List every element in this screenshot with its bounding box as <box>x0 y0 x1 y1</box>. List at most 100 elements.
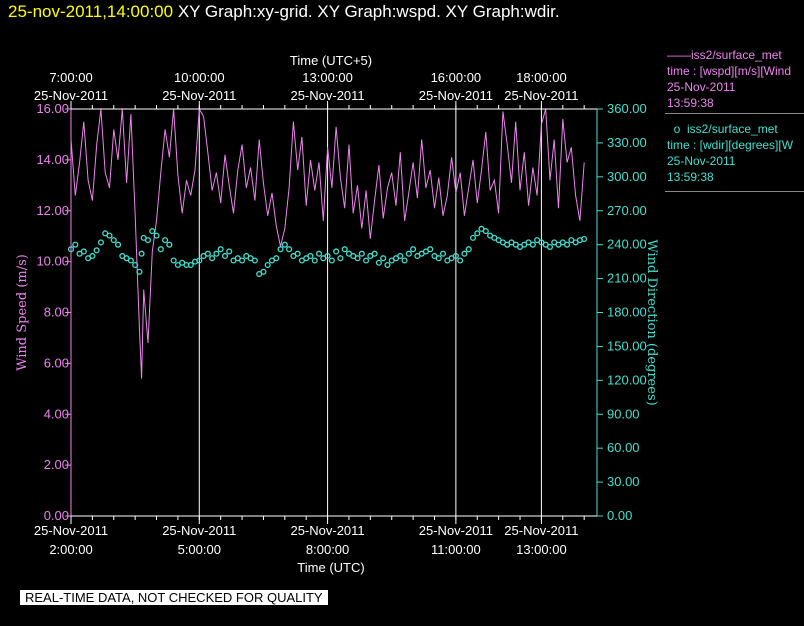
top-tick-time: 13:00:00 <box>302 70 353 85</box>
wdir-point <box>80 248 87 255</box>
wdir-point <box>341 246 348 253</box>
axes: 0.00 2.00 4.00 6.00 8.00 10.00 12.00 14.00 16.00… <box>15 53 659 575</box>
wdir-point <box>239 257 246 264</box>
legend-wdir-time: 13:59:38 <box>667 170 714 184</box>
legend-wdir-source: iss2/surface_met <box>687 122 778 136</box>
top-axis-label: Time (UTC+5) <box>290 53 372 68</box>
wdir-point <box>375 259 382 266</box>
wdir-point <box>311 257 318 264</box>
wdir-point <box>405 250 412 257</box>
left-axis-tick-label: 0.00 <box>44 508 69 523</box>
wdir-point <box>217 246 224 253</box>
wdir-point <box>546 243 554 250</box>
right-axis-tick-label: 270.00 <box>607 203 647 218</box>
wdir-point <box>204 250 211 257</box>
wdir-point <box>294 250 301 257</box>
wdir-point <box>136 268 143 275</box>
header-timestamp: 25-nov-2011,14:00:00 <box>8 2 174 21</box>
right-axis-tick-label: 90.00 <box>607 406 640 421</box>
wdir-point <box>452 252 459 260</box>
wdir-point <box>153 232 160 239</box>
wdir-point <box>439 250 447 257</box>
left-axis-tick-label: 10.00 <box>36 254 69 269</box>
wdir-point <box>114 241 122 248</box>
wdir-point <box>427 246 434 253</box>
top-tick-time: 18:00:00 <box>516 70 567 85</box>
top-tick-time: 10:00:00 <box>174 70 225 85</box>
bottom-axis-label: Time (UTC) <box>297 560 364 575</box>
left-axis-label: Wind Speed (m/s) <box>15 254 30 371</box>
quality-disclaimer: REAL-TIME DATA, NOT CHECKED FOR QUALITY <box>20 590 328 605</box>
right-axis-tick-label: 330.00 <box>607 135 647 150</box>
wdir-point <box>328 257 335 264</box>
top-tick-date: 25-Nov-2011 <box>162 88 236 103</box>
bottom-tick-time: 8:00:00 <box>306 542 349 557</box>
wdir-point <box>380 255 387 262</box>
legend-wspd-time: 13:59:38 <box>667 96 714 110</box>
wdir-point <box>110 237 117 244</box>
wdir-point <box>132 261 139 269</box>
wdir-point <box>213 250 220 257</box>
bottom-tick-time: 11:00:00 <box>431 542 481 557</box>
right-axis-tick-label: 210.00 <box>607 271 647 286</box>
wdir-point <box>97 239 104 246</box>
right-axis-tick-label: 300.00 <box>607 169 647 184</box>
legend-wdir-variable: time : [wdir][degrees][W <box>667 138 794 152</box>
wdir-point <box>89 252 96 260</box>
wdir-point <box>435 255 442 262</box>
right-axis-tick-label: 240.00 <box>607 237 647 252</box>
right-axis-tick-label: 180.00 <box>607 305 647 320</box>
right-axis-label: Wind Direction (degrees) <box>644 239 659 405</box>
right-axis-tick-label: 60.00 <box>607 440 640 455</box>
wdir-point <box>93 247 100 254</box>
legend-wspd-variable: time : [wspd][m/s][Wind <box>667 64 792 78</box>
left-axis-tick-label: 6.00 <box>44 355 69 370</box>
wdir-point <box>157 246 164 253</box>
wdir-point <box>315 250 323 257</box>
wdir-point <box>106 232 113 239</box>
chart-header: 25-nov-2011,14:00:00 XY Graph:xy-grid. X… <box>8 2 560 22</box>
wdir-point <box>469 234 477 241</box>
bottom-tick-time: 13:00:00 <box>516 542 567 557</box>
bottom-tick-time: 5:00:00 <box>178 542 221 557</box>
wdir-point <box>277 246 284 253</box>
legend-separator <box>665 113 804 114</box>
wdir-point <box>358 250 365 257</box>
wdir-point <box>397 252 404 260</box>
wdir-point <box>281 241 288 248</box>
wdir-point <box>324 252 331 260</box>
wdir-point <box>410 246 417 253</box>
wdir-point <box>337 255 344 262</box>
top-tick-date: 25-Nov-2011 <box>504 88 578 103</box>
wdir-point <box>529 241 536 248</box>
legend-wdir: o iss2/surface_met time : [wdir][degrees… <box>665 121 804 192</box>
wdir-point <box>221 252 229 260</box>
header-graph-titles: XY Graph:xy-grid. XY Graph:wspd. XY Grap… <box>173 2 560 21</box>
wdir-point <box>260 268 267 275</box>
legend-wdir-date: 25-Nov-2011 <box>667 154 736 168</box>
left-axis-tick-label: 16.00 <box>36 101 69 116</box>
wdir-point <box>564 241 571 248</box>
wdir-point <box>166 241 173 248</box>
left-axis-tick-label: 4.00 <box>44 406 69 421</box>
wdir-point <box>170 257 177 264</box>
wdir-point <box>354 255 361 262</box>
bottom-tick-date: 25-Nov-2011 <box>34 523 108 538</box>
wdir-point <box>138 250 145 257</box>
wdir-point <box>251 257 258 264</box>
plot-area <box>67 109 588 379</box>
top-tick-date: 25-Nov-2011 <box>419 88 493 103</box>
wdir-point <box>474 230 481 237</box>
grid-lines <box>198 109 542 516</box>
wdir-point <box>162 237 169 244</box>
right-axis-tick-label: 0.00 <box>607 508 632 523</box>
wdir-point <box>149 228 156 235</box>
legend-wspd: ——iss2/surface_met time : [wspd][m/s][Wi… <box>665 47 804 114</box>
wdir-point <box>226 248 233 255</box>
wspd-series-line <box>71 109 585 379</box>
bottom-tick-date: 25-Nov-2011 <box>162 523 236 538</box>
wdir-point <box>371 250 378 257</box>
legend-separator <box>665 191 804 192</box>
top-tick-time: 16:00:00 <box>431 70 482 85</box>
